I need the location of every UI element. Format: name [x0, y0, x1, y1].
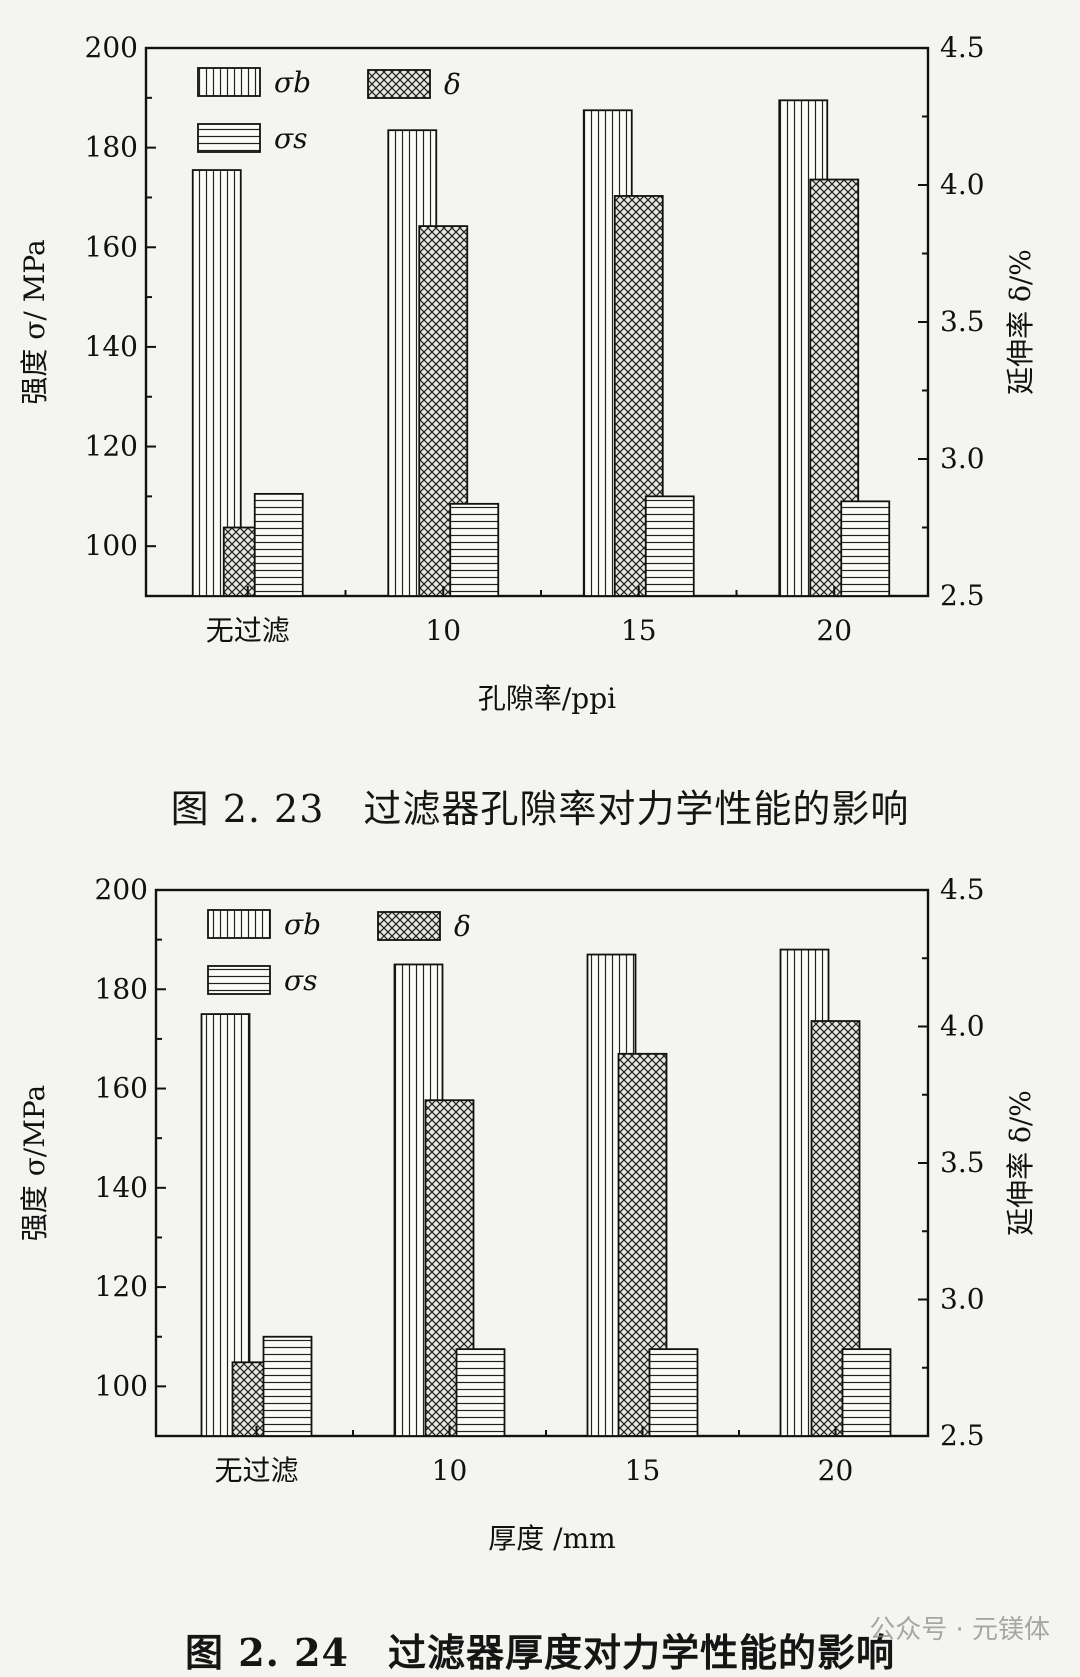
- y2-tick-label: 3.0: [940, 1283, 985, 1316]
- x-tick-label: 10: [425, 614, 461, 647]
- y-tick-label: 200: [85, 31, 138, 64]
- x-axis-title: 厚度 /mm: [488, 1522, 615, 1555]
- watermark: 公众号 · 元镁体: [869, 1615, 1050, 1645]
- legend-label: σs: [284, 964, 317, 997]
- x-tick-label: 15: [621, 614, 657, 647]
- chart-porosity: 100 120 140 160 180 200 2.5 3.0 3.5 4.0 4.5 无过滤 10 15…: [18, 31, 1037, 715]
- y2-tick-label: 2.5: [940, 1419, 985, 1452]
- y2-tick-label: 3.5: [940, 1146, 985, 1179]
- y-tick-label: 180: [95, 972, 148, 1005]
- x-tick-label: 20: [816, 614, 852, 647]
- y2-tick-label: 4.0: [940, 168, 985, 201]
- y-tick-label: 180: [85, 131, 138, 164]
- figure-2-23: 100 120 140 160 180 200 2.5 3.0 3.5 4.0 4.5 无过滤 10 15…: [18, 31, 1037, 831]
- legend-label: δ: [444, 68, 461, 101]
- x-tick-label: 10: [432, 1454, 468, 1487]
- y2-tick-label: 3.0: [940, 442, 985, 475]
- legend-swatch: [197, 123, 261, 153]
- bar-horizontal-3: [840, 500, 891, 597]
- y2-tick-label: 4.0: [940, 1010, 985, 1043]
- bar-horizontal-1: [455, 1348, 506, 1437]
- legend-label: δ: [454, 910, 471, 943]
- y-tick-label: 120: [95, 1270, 148, 1303]
- y2-tick-label: 3.5: [940, 305, 985, 338]
- x-tick-label: 15: [625, 1454, 661, 1487]
- bar-horizontal-1: [449, 502, 500, 597]
- y-tick-label: 140: [95, 1171, 148, 1204]
- bar-horizontal-2: [644, 495, 695, 597]
- chart-thickness: 100 120 140 160 180 200 2.5 3.0 3.5 4.0 4.5 无过滤 10 15…: [18, 873, 1037, 1555]
- x-tick-label: 无过滤: [214, 1454, 298, 1487]
- legend-swatch: [207, 909, 271, 939]
- y-axis-title: 强度 σ/ MPa: [18, 239, 51, 404]
- bar-horizontal-0: [262, 1335, 313, 1437]
- y2-tick-label: 4.5: [940, 873, 985, 906]
- y-axis-title: 强度 σ/MPa: [18, 1085, 51, 1241]
- x-tick-label: 20: [818, 1454, 854, 1487]
- legend-label: σs: [274, 122, 307, 155]
- y-tick-label: 100: [85, 529, 138, 562]
- y-tick-label: 200: [95, 873, 148, 906]
- y2-tick-label: 2.5: [940, 579, 985, 612]
- bar-horizontal-3: [841, 1348, 892, 1437]
- y-tick-label: 160: [95, 1072, 148, 1105]
- y-tick-label: 100: [95, 1369, 148, 1402]
- legend-label: σb: [284, 908, 321, 941]
- legend-swatch: [197, 67, 261, 97]
- bar-horizontal-0: [253, 492, 304, 597]
- bar-horizontal-2: [648, 1348, 699, 1437]
- figure-caption: 图 2. 24 过滤器厚度对力学性能的影响: [184, 1630, 895, 1675]
- legend-swatch: [207, 965, 271, 995]
- x-tick-label: 无过滤: [206, 614, 290, 647]
- figure-2-24: 100 120 140 160 180 200 2.5 3.0 3.5 4.0 4.5 无过滤 10 15…: [0, 840, 1080, 1676]
- y-tick-label: 160: [85, 230, 138, 263]
- legend-swatch: [367, 69, 431, 99]
- y-tick-label: 120: [85, 430, 138, 463]
- y2-tick-label: 4.5: [940, 31, 985, 64]
- figure-caption: 图 2. 23 过滤器孔隙率对力学性能的影响: [170, 787, 910, 831]
- y2-axis-title: 延伸率 δ/%: [1004, 1090, 1037, 1236]
- legend-swatch: [377, 911, 441, 941]
- x-axis-title: 孔隙率/ppi: [478, 682, 616, 715]
- legend-label: σb: [274, 66, 311, 99]
- bar-vertical-0: [191, 169, 242, 597]
- y2-axis-title: 延伸率 δ/%: [1004, 249, 1037, 395]
- y-tick-label: 140: [85, 330, 138, 363]
